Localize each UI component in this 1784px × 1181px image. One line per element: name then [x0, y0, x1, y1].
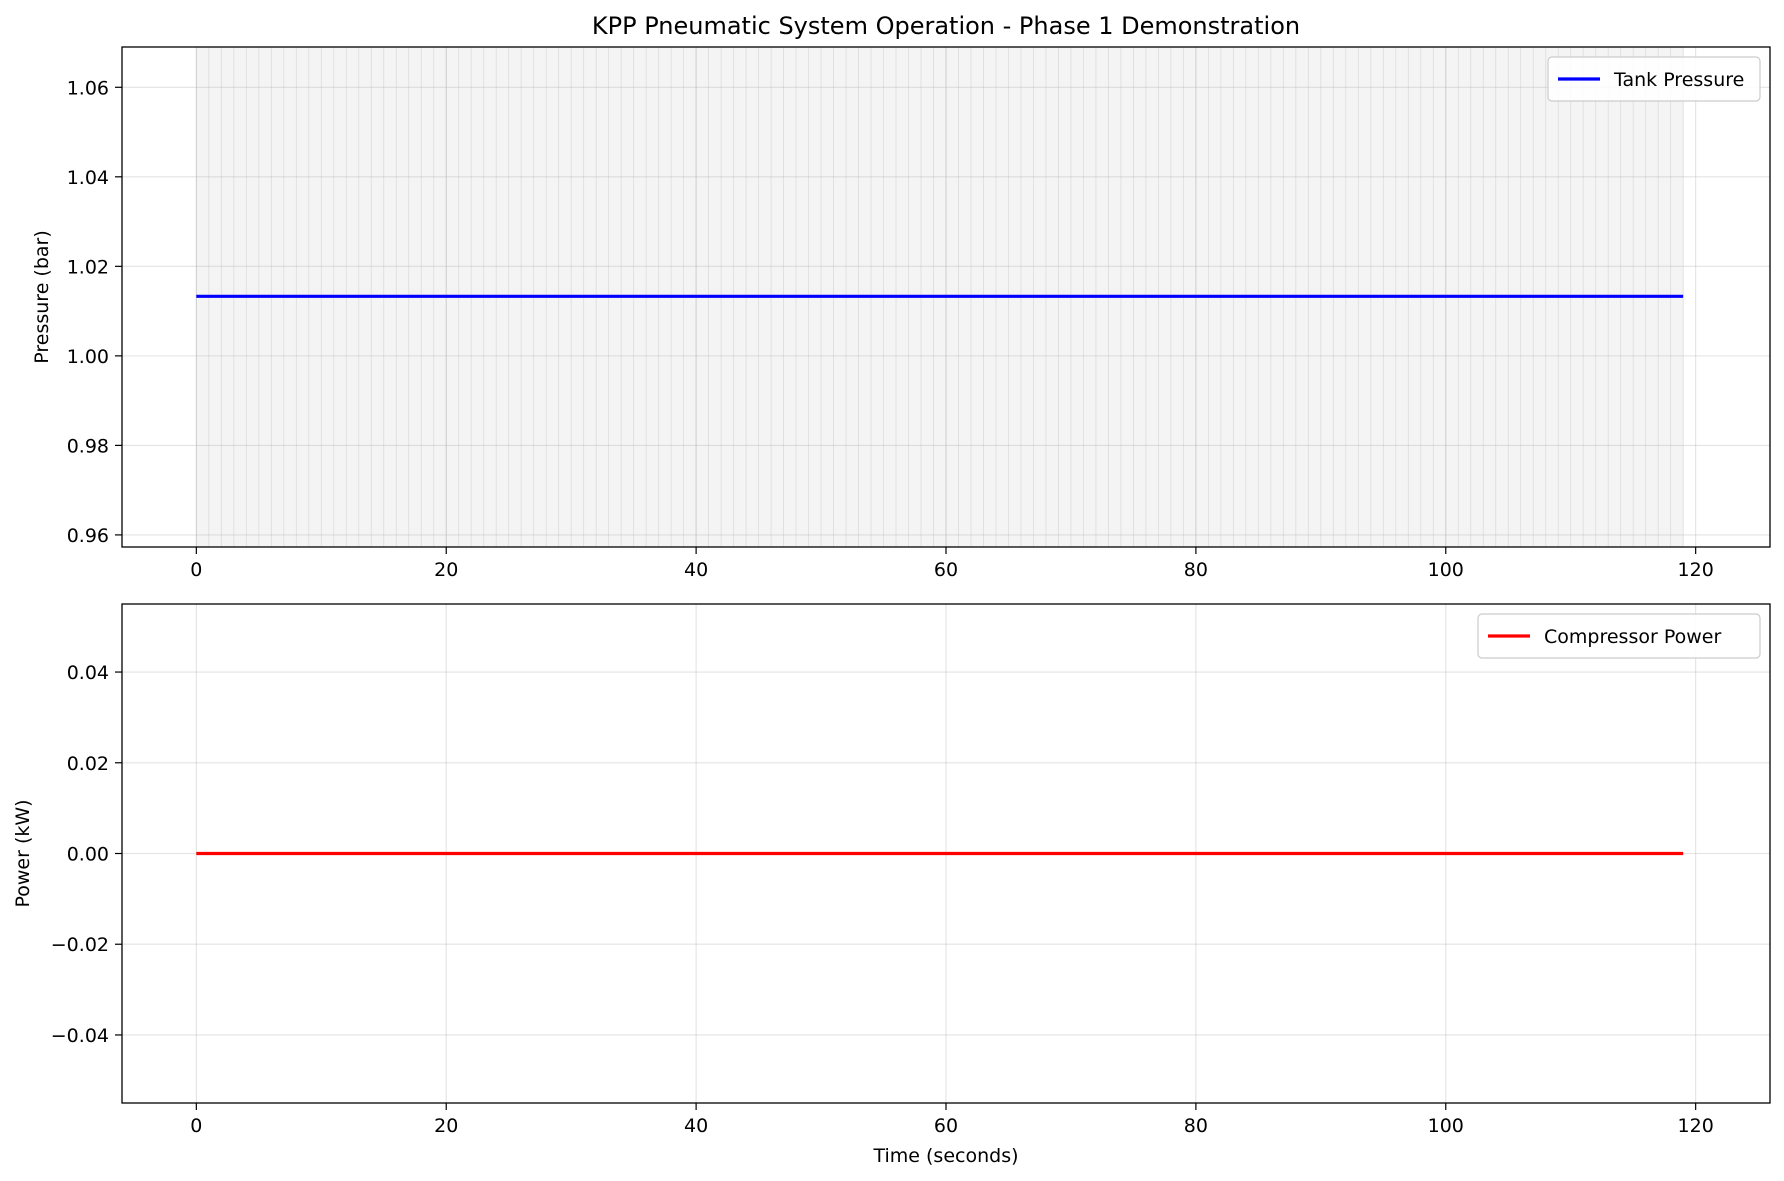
legend: Tank Pressure — [1547, 56, 1761, 102]
y-axis-label: Power (kW) — [12, 799, 34, 907]
y-tick-label: 1.06 — [67, 77, 109, 99]
figure-title: KPP Pneumatic System Operation - Phase 1… — [592, 12, 1300, 40]
x-tick-label: 40 — [684, 1115, 708, 1137]
x-tick-label: 100 — [1428, 559, 1464, 581]
x-tick-label: 80 — [1184, 559, 1208, 581]
y-tick-label: 0.04 — [67, 662, 109, 684]
power-plot: 0 20 40 60 80 100 120 −0.04 −0.02 0.00 0.02 0.04 Pow… — [12, 603, 1771, 1167]
legend-box — [1477, 613, 1761, 659]
x-tick-label: 100 — [1428, 1115, 1464, 1137]
y-tick-label: −0.02 — [51, 934, 109, 956]
y-tick-label: 1.00 — [67, 346, 109, 368]
x-tick-label: 120 — [1678, 1115, 1714, 1137]
x-tick-label: 60 — [934, 559, 958, 581]
x-tick-label: 80 — [1184, 1115, 1208, 1137]
pressure-plot: 0 20 40 60 80 100 120 0.96 0.98 1.00 1.02 1.04 1.06 P… — [31, 46, 1771, 581]
legend-box — [1547, 56, 1761, 102]
y-tick-label: 1.02 — [67, 256, 109, 278]
x-tick-label: 0 — [190, 559, 202, 581]
y-tick-label: 1.04 — [67, 167, 109, 189]
x-tick-label: 0 — [190, 1115, 202, 1137]
x-tick-label: 40 — [684, 559, 708, 581]
y-tick-label: −0.04 — [51, 1025, 109, 1047]
y-tick-label: 0.00 — [67, 844, 109, 866]
x-tick-label: 20 — [434, 1115, 458, 1137]
y-tick-label: 0.02 — [67, 753, 109, 775]
y-axis-label: Pressure (bar) — [31, 230, 53, 364]
x-tick-label: 120 — [1678, 559, 1714, 581]
legend-label: Compressor Power — [1544, 626, 1721, 648]
legend-label: Tank Pressure — [1613, 69, 1744, 91]
x-tick-label: 20 — [434, 559, 458, 581]
y-tick-label: 0.96 — [67, 525, 109, 547]
y-tick-label: 0.98 — [67, 435, 109, 457]
x-axis-label: Time (seconds) — [872, 1145, 1018, 1167]
x-tick-label: 60 — [934, 1115, 958, 1137]
legend: Compressor Power — [1477, 613, 1761, 659]
